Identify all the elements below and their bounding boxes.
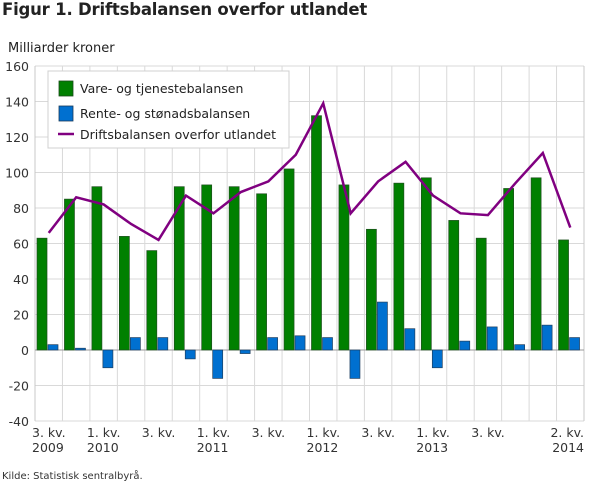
bar-vare [338, 184, 350, 351]
legend-box [47, 70, 290, 149]
y-tick-label: 120 [5, 130, 29, 145]
x-tick-label: 3. kv. [471, 425, 505, 440]
legend-label-vare: Vare- og tjenestebalansen [80, 81, 243, 96]
y-tick-label: 140 [5, 95, 29, 110]
chart-title: Figur 1. Driftsbalansen overfor utlandet [2, 0, 368, 19]
line-series [47, 99, 572, 242]
bar-vare [228, 186, 240, 351]
bar-vare [173, 186, 185, 351]
legend-swatch-vare [58, 80, 74, 97]
bar-rente [541, 324, 553, 351]
y-tick-label: -40 [9, 414, 29, 429]
x-tick-label: 2. kv. [550, 425, 584, 440]
bar-vare [503, 188, 514, 351]
bar-vare [118, 236, 130, 351]
y-tick-label: 60 [13, 237, 29, 252]
x-tick-label: 3. kv. [252, 425, 286, 440]
legend-swatch-rente [58, 105, 74, 122]
y-tick-label: 20 [13, 308, 29, 323]
x-tick-label-year: 2013 [416, 440, 448, 455]
x-tick-label: 3. kv. [142, 425, 176, 440]
x-tick-label: 3. kv. [361, 425, 395, 440]
bar-rente [75, 347, 86, 351]
bars [36, 115, 580, 379]
bar-vare [448, 220, 460, 351]
bar-rente [377, 301, 388, 351]
bar-vare [256, 193, 267, 351]
bar-rente [184, 349, 196, 360]
bar-rente [267, 337, 278, 351]
bar-vare [36, 237, 48, 351]
bar-vare [311, 115, 322, 351]
legend: Vare- og tjenestebalansen Rente- og støn… [47, 70, 290, 149]
y-tick-label: 100 [5, 166, 29, 181]
bar-rente [239, 349, 251, 354]
bar-rente [47, 344, 59, 351]
x-tick-label-year: 2009 [32, 440, 64, 455]
y-tick-label: 160 [5, 59, 29, 74]
x-tick-label-year: 2010 [87, 440, 119, 455]
bar-rente [349, 349, 361, 379]
bar-vare [393, 182, 405, 351]
bar-rente [569, 337, 580, 351]
y-tick-label: -20 [9, 379, 29, 394]
y-axis-label: Milliarder kroner [8, 41, 115, 56]
legend-label-rente: Rente- og stønadsbalansen [80, 106, 250, 121]
bar-rente [459, 340, 471, 351]
x-tick-label-year: 2011 [197, 440, 229, 455]
bar-vare [146, 250, 158, 351]
legend-label-drift: Driftsbalansen overfor utlandet [80, 127, 276, 142]
y-tick-label: 80 [13, 201, 29, 216]
x-tick-label: 1. kv. [197, 425, 231, 440]
bar-rente [294, 335, 306, 351]
bar-rente [431, 349, 443, 369]
bar-rente [130, 337, 141, 351]
bar-vare [420, 177, 432, 351]
bar-vare [283, 168, 295, 351]
bar-vare [530, 177, 542, 351]
bar-rente [404, 328, 416, 351]
bar-vare [201, 184, 213, 351]
y-tick-label: 0 [21, 343, 29, 358]
x-tick-label: 1. kv. [416, 425, 450, 440]
x-tick-label-year: 2014 [552, 440, 584, 455]
bar-rente [212, 349, 224, 379]
y-axis-ticks: -40 -20 0 20 40 60 80 100 120 140 160 [5, 59, 29, 429]
x-tick-label-year: 2012 [307, 440, 339, 455]
bar-vare [558, 239, 569, 351]
bar-rente [486, 326, 498, 351]
bar-vare [475, 237, 487, 351]
bar-rente [322, 337, 333, 351]
line-drift [47, 99, 572, 242]
x-tick-label: 1. kv. [87, 425, 121, 440]
source-note: Kilde: Statistisk sentralbyrå. [2, 471, 143, 482]
bar-vare [366, 228, 377, 351]
y-tick-label: 40 [13, 272, 29, 287]
bar-vare [64, 198, 75, 351]
bar-vare [91, 186, 103, 351]
bar-rente [102, 349, 114, 369]
x-tick-label: 1. kv. [307, 425, 341, 440]
bar-rente [514, 344, 526, 351]
x-tick-label: 3. kv. [32, 425, 66, 440]
bar-rente [157, 337, 169, 351]
